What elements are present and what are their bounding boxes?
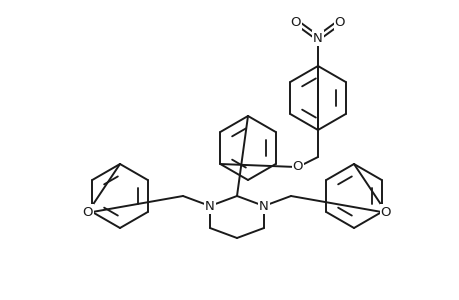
Text: N: N [205,200,214,212]
Text: O: O [292,160,302,173]
Text: O: O [334,16,345,28]
Text: N: N [313,32,322,44]
Text: O: O [380,206,391,218]
Text: N: N [258,200,269,212]
Text: O: O [290,16,301,28]
Text: O: O [83,206,93,218]
